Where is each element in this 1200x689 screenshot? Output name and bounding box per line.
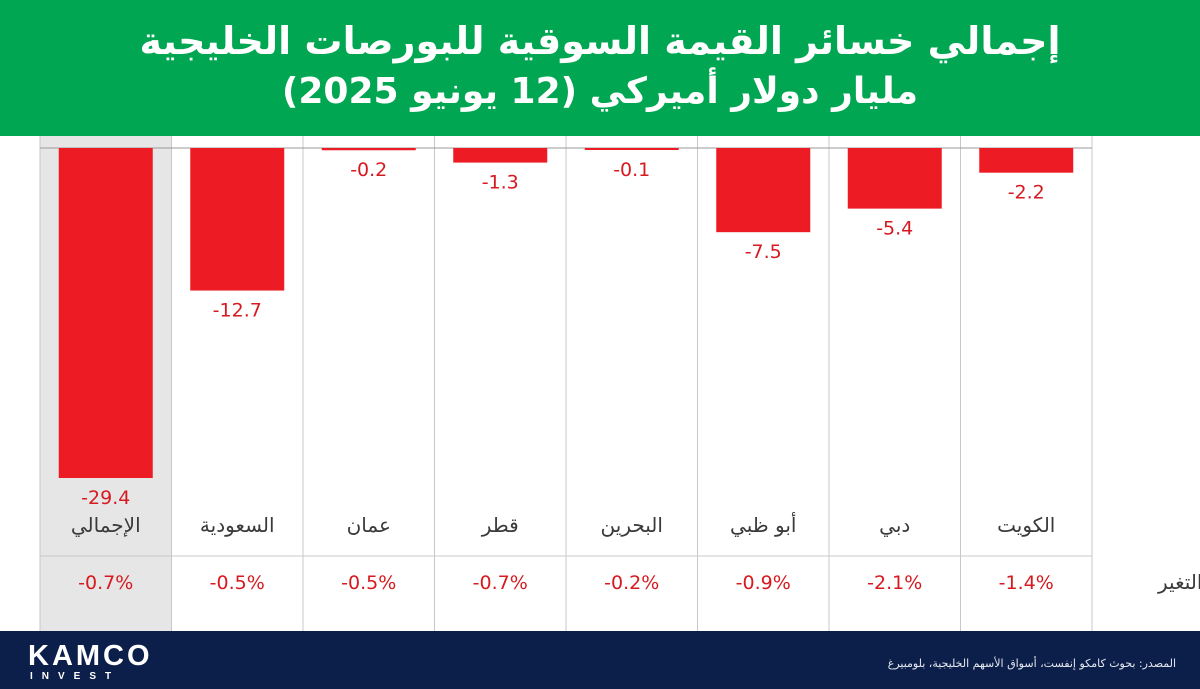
category-label: البحرين xyxy=(601,513,663,537)
bar xyxy=(453,148,548,163)
bar-value-label: -12.7 xyxy=(213,300,262,322)
bar xyxy=(190,148,285,291)
change-value-label: -2.1% xyxy=(867,572,922,594)
change-value-label: -1.4% xyxy=(999,572,1054,594)
bar-value-label: -5.4 xyxy=(876,218,913,240)
category-label: الإجمالي xyxy=(71,513,141,538)
bar-chart: -29.4 الإجمالي -0.7% -12.7 السعودية -0.5% -0.2… xyxy=(39,136,1200,631)
category-label: السعودية xyxy=(200,513,275,537)
category-label: الكويت xyxy=(997,513,1055,537)
chart-title: إجمالي خسائر القيمة السوقية للبورصات الخ… xyxy=(139,19,1061,63)
footer-bar: KAMCO INVEST المصدر: بحوث كامكو إنفست، أ… xyxy=(0,631,1200,689)
bar-value-label: -0.1 xyxy=(613,159,650,181)
bar xyxy=(584,148,679,150)
change-value-label: -0.9% xyxy=(736,572,791,594)
source-note: المصدر: بحوث كامكو إنفست، أسواق الأسهم ا… xyxy=(887,657,1176,670)
change-value-label: -0.7% xyxy=(78,572,133,594)
kamco-logo: KAMCO xyxy=(28,640,153,672)
bar-value-label: -1.3 xyxy=(482,172,519,194)
bar-value-label: -2.2 xyxy=(1008,182,1045,204)
category-label: أبو ظبي xyxy=(730,512,796,538)
chart-subtitle: مليار دولار أميركي (12 يونيو 2025) xyxy=(281,71,919,112)
change-value-label: -0.7% xyxy=(473,572,528,594)
bar-value-label: -7.5 xyxy=(745,241,782,263)
change-value-label: -0.5% xyxy=(210,572,265,594)
bar xyxy=(321,148,416,151)
chart-header: إجمالي خسائر القيمة السوقية للبورصات الخ… xyxy=(0,0,1200,136)
bar xyxy=(979,148,1074,173)
bar xyxy=(847,148,942,209)
change-value-label: -0.2% xyxy=(604,572,659,594)
category-label: دبي xyxy=(879,513,910,538)
category-label: قطر xyxy=(481,513,519,537)
bar-value-label: -29.4 xyxy=(81,487,130,509)
bar xyxy=(58,148,153,478)
category-label: عمان xyxy=(347,513,391,537)
bar-value-label: -0.2 xyxy=(350,159,387,181)
kamco-logo-subtitle: INVEST xyxy=(30,671,121,682)
change-value-label: -0.5% xyxy=(341,572,396,594)
bar xyxy=(716,148,811,233)
change-row-label: التغير xyxy=(1157,570,1200,594)
